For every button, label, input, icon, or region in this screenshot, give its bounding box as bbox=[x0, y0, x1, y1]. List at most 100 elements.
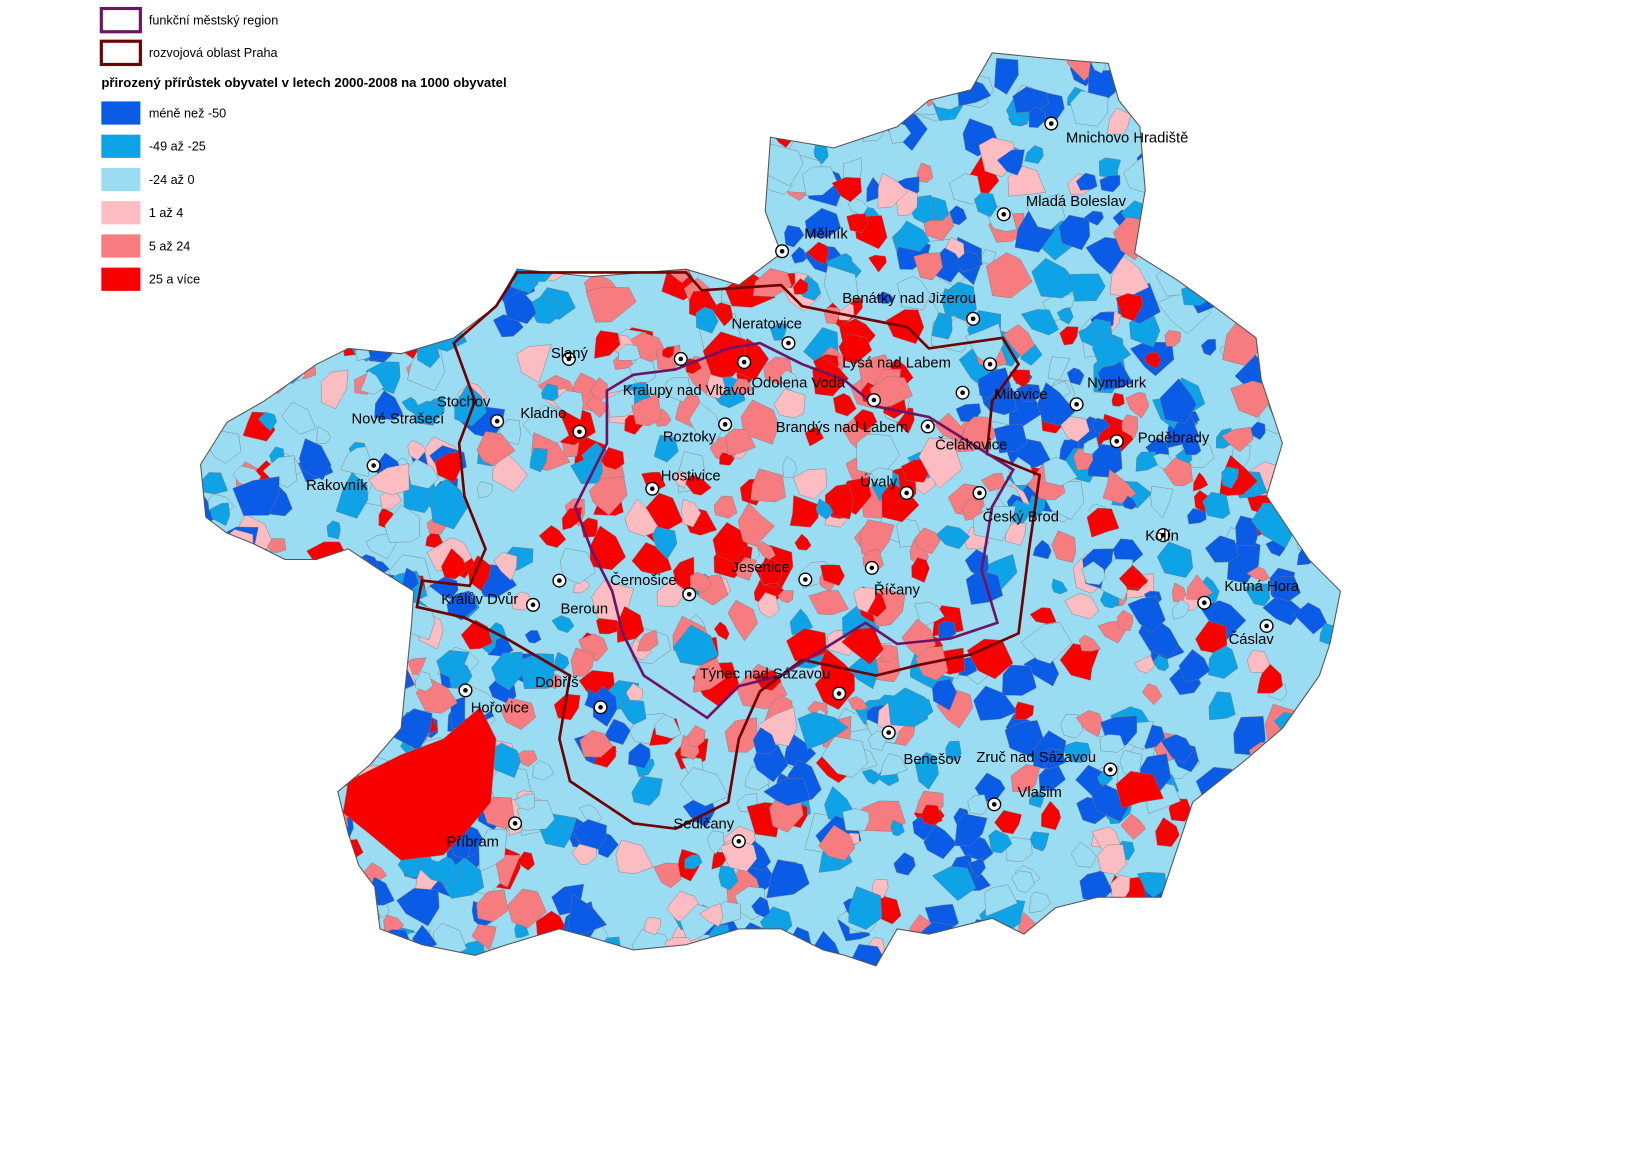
municipality bbox=[682, 216, 701, 234]
municipality bbox=[1299, 437, 1328, 465]
municipality bbox=[740, 399, 780, 445]
municipality bbox=[1081, 561, 1106, 586]
municipality bbox=[1190, 855, 1211, 875]
municipality bbox=[239, 595, 278, 634]
municipality bbox=[529, 447, 548, 473]
municipality bbox=[311, 762, 346, 791]
municipality bbox=[1231, 861, 1265, 893]
municipality bbox=[200, 688, 213, 727]
municipality bbox=[712, 522, 749, 563]
municipality bbox=[816, 90, 844, 121]
municipality bbox=[1309, 229, 1334, 251]
municipality bbox=[390, 88, 419, 116]
city-label: Mnichovo Hradiště bbox=[1066, 131, 1188, 147]
municipality bbox=[1181, 436, 1202, 456]
municipality bbox=[993, 424, 1028, 454]
municipality bbox=[767, 52, 806, 76]
municipality bbox=[413, 400, 439, 426]
municipality bbox=[200, 658, 208, 699]
municipality bbox=[223, 930, 243, 954]
municipality bbox=[554, 651, 570, 672]
municipality bbox=[1137, 942, 1183, 966]
municipality bbox=[797, 711, 849, 750]
municipality bbox=[532, 760, 555, 781]
municipality bbox=[416, 275, 433, 293]
municipality bbox=[688, 402, 723, 444]
municipality bbox=[606, 141, 631, 167]
municipality bbox=[1271, 576, 1301, 602]
municipality bbox=[1273, 886, 1309, 913]
municipality bbox=[219, 148, 253, 187]
municipality bbox=[733, 167, 751, 187]
municipality bbox=[1115, 293, 1143, 322]
city-marker-dot bbox=[886, 730, 892, 735]
municipality bbox=[553, 693, 581, 721]
municipality bbox=[295, 836, 324, 862]
city-label: Neratovice bbox=[731, 316, 802, 332]
municipality bbox=[793, 52, 819, 71]
legend-swatch bbox=[101, 201, 141, 225]
municipality bbox=[1241, 913, 1260, 929]
municipality bbox=[914, 602, 945, 627]
municipality bbox=[624, 74, 647, 95]
municipality bbox=[200, 173, 229, 202]
municipality bbox=[280, 723, 317, 774]
municipality bbox=[261, 151, 314, 190]
municipality bbox=[294, 179, 326, 207]
municipality bbox=[713, 621, 730, 641]
municipality bbox=[1218, 229, 1256, 267]
municipality bbox=[216, 119, 256, 163]
municipality bbox=[369, 697, 400, 734]
municipality bbox=[636, 629, 659, 652]
municipality bbox=[1276, 844, 1300, 876]
city-label: Zruč nad Sázavou bbox=[976, 750, 1096, 766]
municipality bbox=[230, 731, 255, 750]
municipality bbox=[522, 106, 560, 148]
municipality bbox=[600, 447, 625, 470]
municipality bbox=[469, 963, 491, 966]
municipality bbox=[615, 232, 649, 273]
municipality bbox=[951, 289, 969, 315]
municipality bbox=[200, 430, 204, 449]
municipality bbox=[893, 852, 916, 876]
municipality bbox=[211, 829, 236, 852]
city-marker-dot bbox=[512, 821, 518, 826]
municipality bbox=[1058, 214, 1091, 251]
municipality bbox=[681, 498, 702, 528]
municipality bbox=[1273, 471, 1291, 490]
municipality bbox=[1306, 768, 1341, 802]
municipality bbox=[894, 220, 930, 252]
municipality bbox=[1091, 417, 1111, 434]
municipality bbox=[593, 185, 607, 200]
municipality bbox=[353, 716, 386, 747]
municipality bbox=[372, 331, 387, 347]
municipality bbox=[1235, 935, 1271, 966]
municipality bbox=[791, 246, 807, 264]
municipality bbox=[291, 127, 325, 157]
city-marker-dot bbox=[649, 486, 655, 492]
municipality bbox=[294, 793, 338, 835]
municipality bbox=[1214, 150, 1244, 186]
municipality bbox=[806, 241, 829, 265]
municipality bbox=[209, 502, 231, 526]
city-marker-dot bbox=[598, 704, 603, 710]
municipality bbox=[756, 541, 776, 560]
municipality bbox=[794, 116, 819, 142]
municipality bbox=[1141, 683, 1163, 706]
municipality bbox=[1070, 841, 1097, 868]
city-marker-dot bbox=[836, 691, 842, 696]
municipality bbox=[421, 279, 441, 297]
municipality bbox=[381, 298, 403, 319]
municipality bbox=[1117, 609, 1134, 632]
municipality bbox=[643, 916, 661, 936]
city-marker-dot bbox=[991, 802, 997, 807]
municipality bbox=[692, 657, 726, 693]
municipality bbox=[1028, 106, 1047, 128]
municipality bbox=[1308, 728, 1331, 754]
municipality bbox=[724, 428, 756, 456]
municipality bbox=[324, 52, 343, 68]
municipality bbox=[1278, 743, 1319, 793]
municipality bbox=[1332, 335, 1341, 348]
municipality bbox=[544, 172, 582, 202]
municipality bbox=[247, 174, 287, 206]
